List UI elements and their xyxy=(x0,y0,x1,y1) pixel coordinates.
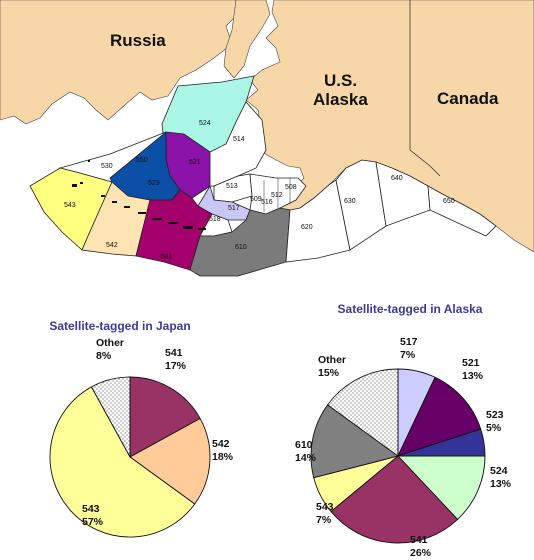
label-alaska: Alaska xyxy=(313,90,368,109)
zone-label-516: 516 xyxy=(261,199,273,206)
pie-label-523: 523 5% xyxy=(486,409,504,434)
pie-label-name: Other xyxy=(318,354,346,366)
zone-542 xyxy=(81,181,151,257)
pie-label-percent: 14% xyxy=(295,452,317,464)
label-canada: Canada xyxy=(437,89,499,108)
us-canada-border xyxy=(409,0,441,177)
pie-slice-542 xyxy=(129,417,211,505)
zone-514 xyxy=(209,101,267,187)
pie-alaska-slices xyxy=(310,368,486,544)
zone-label-610: 610 xyxy=(235,244,247,251)
pie-slice-524 xyxy=(396,455,486,521)
pie-label-name: 543 xyxy=(82,503,100,515)
pie-slice-610 xyxy=(310,404,400,479)
pie-label-name: 521 xyxy=(462,357,480,369)
pie-label-name: 542 xyxy=(212,438,230,450)
zone-label-640: 640 xyxy=(391,175,403,182)
pie-label-percent: 5% xyxy=(486,422,502,434)
zone-label-509: 509 xyxy=(250,196,262,203)
zone-label-543: 543 xyxy=(64,202,76,209)
pie-label-610: 610 14% xyxy=(295,439,317,464)
zone-label-530: 530 xyxy=(101,163,113,170)
pie-chart-japan: Satellite-tagged in Japan 541 17%542 18%54… xyxy=(49,319,234,538)
pie-label-name: 541 xyxy=(165,347,183,359)
pie-label-name: 524 xyxy=(490,465,508,477)
zone-label-542: 542 xyxy=(106,242,118,249)
pie-slice-541 xyxy=(330,455,459,544)
pie-slice-541 xyxy=(129,376,201,458)
aleutian-islands xyxy=(72,160,206,230)
pie-label-percent: 17% xyxy=(165,360,187,372)
label-russia: Russia xyxy=(110,31,166,50)
zone-divider-lines xyxy=(263,178,291,212)
pie-japan-title: Satellite-tagged in Japan xyxy=(49,319,190,333)
pie-alaska-title: Satellite-tagged in Alaska xyxy=(338,302,483,316)
pie-label-name: 541 xyxy=(410,534,428,546)
pie-label-percent: 26% xyxy=(410,547,432,559)
pie-label-percent: 7% xyxy=(316,514,332,526)
zone-label-512: 512 xyxy=(271,192,283,199)
pie-label-name: 543 xyxy=(316,501,334,513)
zone-label-508: 508 xyxy=(285,184,297,191)
alaska-fishery-zone-map: Russia U.S. Alaska Canada 524 514 550 53… xyxy=(0,0,534,277)
pie-japan-slices xyxy=(49,376,211,538)
pie-japan-labels: 541 17% 542 18% 543 57% Other 8% xyxy=(82,337,234,528)
zone-label-630: 630 xyxy=(344,198,356,205)
pie-slice-521 xyxy=(397,376,482,457)
pie-slice-543 xyxy=(49,386,196,538)
pie-label-name: Other xyxy=(96,337,124,349)
pie-label-517: 517 7% xyxy=(400,336,418,361)
label-us: U.S. xyxy=(324,71,357,90)
pie-label-percent: 8% xyxy=(96,350,112,362)
zone-label-650: 650 xyxy=(443,198,455,205)
pie-label-other: Other 15% xyxy=(318,354,346,379)
pie-label-524: 524 13% xyxy=(490,465,512,490)
zone-label-550: 550 xyxy=(136,157,148,164)
pie-label-other: Other 8% xyxy=(96,337,124,362)
russia-landmass xyxy=(0,0,239,125)
zone-label-518: 518 xyxy=(209,216,221,223)
zone-label-541: 541 xyxy=(161,254,173,261)
pie-alaska-labels: 517 7%521 13%523 5%524 13%541 26%543 7%610 14%O… xyxy=(295,336,512,559)
zone-label-513: 513 xyxy=(226,183,238,190)
pie-label-name: 523 xyxy=(486,409,504,421)
zone-label-524: 524 xyxy=(199,120,211,127)
pie-slice-other xyxy=(90,376,131,458)
zone-610 xyxy=(189,207,291,277)
pie-label-percent: 15% xyxy=(318,367,340,379)
pie-label-542: 542 18% xyxy=(212,438,234,463)
pie-slice-other xyxy=(326,368,399,457)
pie-label-percent: 18% xyxy=(212,451,234,463)
pie-label-541: 541 26% xyxy=(410,534,432,559)
pie-label-percent: 57% xyxy=(82,516,104,528)
zone-label-521: 521 xyxy=(189,159,201,166)
pie-label-name: 517 xyxy=(400,336,418,348)
pie-label-541: 541 17% xyxy=(165,347,187,372)
pie-chart-alaska: Satellite-tagged in Alaska 517 7%521 13%52… xyxy=(295,302,512,559)
pie-label-543: 543 57% xyxy=(82,503,104,528)
pie-label-name: 610 xyxy=(295,439,313,451)
chukotka-peninsula xyxy=(223,0,271,79)
zone-650 xyxy=(427,185,497,237)
zone-label-620: 620 xyxy=(301,224,313,231)
zone-label-514: 514 xyxy=(233,136,245,143)
pie-label-521: 521 13% xyxy=(462,357,484,382)
pie-label-percent: 7% xyxy=(400,349,416,361)
pie-label-percent: 13% xyxy=(490,478,512,490)
zone-label-517: 517 xyxy=(228,205,240,212)
pie-label-percent: 13% xyxy=(462,370,484,382)
zone-label-523: 523 xyxy=(148,180,160,187)
pie-label-543: 543 7% xyxy=(316,501,334,526)
